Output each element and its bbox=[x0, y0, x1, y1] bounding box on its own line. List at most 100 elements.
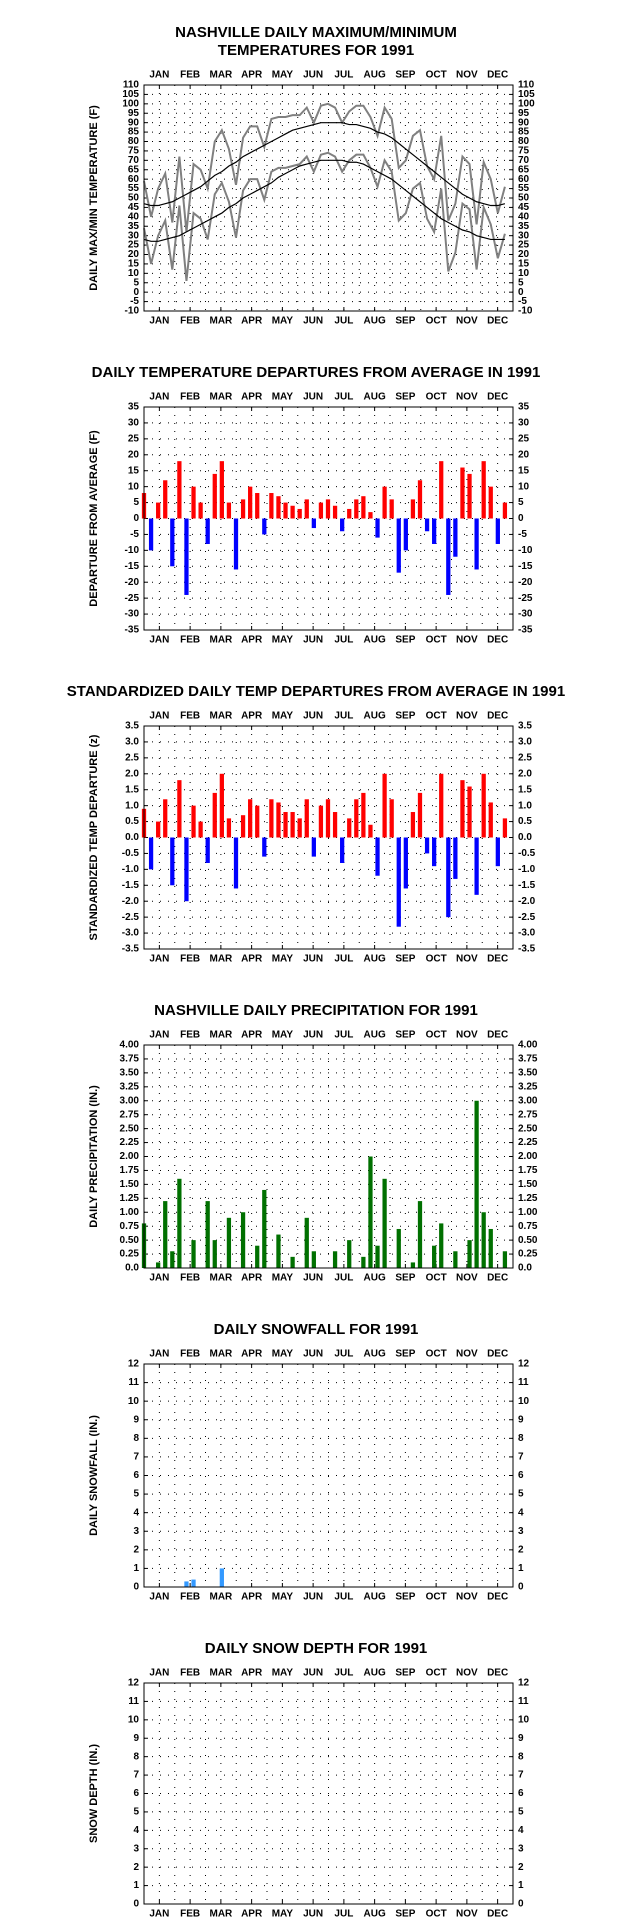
y-tick-label-right: 0.0 bbox=[518, 832, 532, 843]
y-tick-label: 75 bbox=[128, 146, 140, 157]
y-tick-label-right: 5 bbox=[518, 497, 524, 508]
bar bbox=[170, 1251, 175, 1268]
month-label: SEP bbox=[395, 1592, 415, 1603]
bar bbox=[417, 480, 423, 519]
y-tick-label: 6 bbox=[133, 1788, 139, 1799]
y-tick-label: -1.0 bbox=[122, 864, 140, 875]
bar bbox=[311, 1251, 316, 1268]
y-tick-label: -3.0 bbox=[122, 928, 140, 939]
bar bbox=[156, 821, 161, 838]
bar bbox=[226, 818, 232, 838]
y-tick-label-right: 110 bbox=[518, 80, 535, 91]
y-tick-label: 1.75 bbox=[120, 1165, 140, 1176]
y-tick-label: 3.50 bbox=[120, 1068, 140, 1079]
y-tick-label: 12 bbox=[128, 1359, 140, 1370]
y-tick-label-right: 0.75 bbox=[518, 1221, 538, 1232]
y-tick-label: 1.00 bbox=[120, 1207, 140, 1218]
y-tick-label: 90 bbox=[128, 117, 140, 128]
y-tick-label: 5 bbox=[133, 1807, 139, 1818]
y-tick-label: 5 bbox=[133, 497, 139, 508]
bar bbox=[481, 1212, 486, 1268]
bar bbox=[361, 496, 366, 519]
bar bbox=[163, 799, 168, 838]
month-label: MAY bbox=[272, 316, 294, 327]
y-axis-label: SNOW DEPTH (IN.) bbox=[88, 1744, 100, 1843]
month-label: NOV bbox=[456, 70, 478, 81]
bar bbox=[396, 837, 401, 927]
month-label: APR bbox=[241, 70, 263, 81]
bar bbox=[502, 818, 508, 838]
bar bbox=[191, 1240, 196, 1268]
bar bbox=[269, 493, 274, 519]
bar bbox=[276, 1234, 281, 1268]
y-tick-label: 3.75 bbox=[120, 1054, 140, 1065]
y-tick-label: 55 bbox=[128, 183, 140, 194]
month-label: DEC bbox=[487, 392, 508, 403]
bar bbox=[297, 818, 302, 838]
month-label: SEP bbox=[395, 1909, 415, 1920]
bar bbox=[396, 1228, 401, 1268]
y-tick-label-right: -10 bbox=[518, 545, 533, 556]
y-tick-label: 7 bbox=[133, 1770, 139, 1781]
month-label: MAY bbox=[272, 1349, 294, 1360]
bar bbox=[311, 837, 316, 857]
bar bbox=[488, 486, 493, 519]
y-tick-label: 45 bbox=[128, 202, 140, 213]
month-label: APR bbox=[241, 635, 263, 646]
bar bbox=[226, 502, 232, 519]
y-tick-label: 20 bbox=[128, 449, 140, 460]
y-tick-label: 65 bbox=[128, 164, 140, 175]
bar bbox=[453, 518, 458, 557]
y-tick-label-right: 2.00 bbox=[518, 1151, 538, 1162]
y-tick-label-right: 8 bbox=[518, 1433, 524, 1444]
y-tick-label-right: 20 bbox=[518, 449, 530, 460]
y-tick-label: -5 bbox=[130, 529, 139, 540]
bar bbox=[410, 499, 416, 519]
month-label: SEP bbox=[395, 635, 415, 646]
month-label: JAN bbox=[149, 711, 169, 722]
bar bbox=[502, 502, 508, 519]
y-axis-label: STANDARDIZED TEMP DEPARTURE (z) bbox=[88, 734, 100, 940]
y-tick-label-right: -0.5 bbox=[518, 848, 536, 859]
y-tick-label-right: 3.0 bbox=[518, 737, 532, 748]
bar bbox=[163, 1201, 168, 1268]
month-label: NOV bbox=[456, 635, 478, 646]
y-tick-label: 0.75 bbox=[120, 1221, 140, 1232]
y-tick-label: 1.25 bbox=[120, 1193, 140, 1204]
month-label: JUL bbox=[334, 954, 353, 965]
month-label: MAY bbox=[272, 1030, 294, 1041]
bar bbox=[488, 802, 493, 838]
y-tick-label-right: 6 bbox=[518, 1788, 524, 1799]
month-label: AUG bbox=[364, 954, 386, 965]
y-tick-label: -35 bbox=[125, 625, 140, 636]
y-tick-label-right: 45 bbox=[518, 202, 530, 213]
month-label: MAR bbox=[209, 635, 233, 646]
y-tick-label-right: 3.00 bbox=[518, 1095, 538, 1106]
y-tick-label: -3.5 bbox=[122, 944, 140, 955]
y-tick-label-right: 100 bbox=[518, 98, 535, 109]
month-label: JUL bbox=[334, 70, 353, 81]
y-tick-label: 1 bbox=[133, 1563, 139, 1574]
bar bbox=[233, 837, 239, 889]
bar bbox=[177, 1178, 182, 1268]
month-label: AUG bbox=[364, 1668, 386, 1679]
y-tick-label: -25 bbox=[125, 593, 140, 604]
month-label: AUG bbox=[364, 1030, 386, 1041]
bar bbox=[354, 799, 359, 838]
month-label: MAY bbox=[272, 1592, 294, 1603]
bar bbox=[417, 792, 423, 838]
month-label: FEB bbox=[180, 70, 200, 81]
y-tick-label: 2.75 bbox=[120, 1109, 140, 1120]
bar bbox=[177, 461, 182, 519]
bar bbox=[276, 802, 281, 838]
month-label: NOV bbox=[456, 711, 478, 722]
y-tick-label-right: 95 bbox=[518, 108, 530, 119]
bar bbox=[248, 799, 253, 838]
bar bbox=[495, 518, 500, 544]
bar bbox=[368, 824, 373, 838]
y-tick-label: 0 bbox=[133, 287, 139, 298]
y-tick-label: 30 bbox=[128, 418, 140, 429]
bar bbox=[290, 1256, 295, 1268]
bar bbox=[347, 508, 352, 519]
y-tick-label-right: 25 bbox=[518, 433, 530, 444]
